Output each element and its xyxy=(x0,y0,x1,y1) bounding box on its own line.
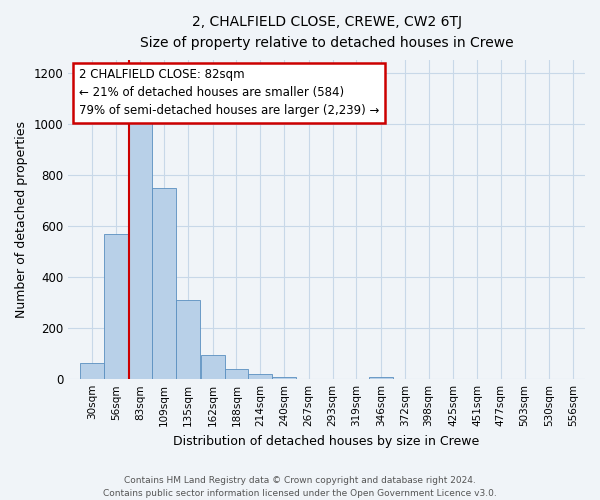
Y-axis label: Number of detached properties: Number of detached properties xyxy=(15,122,28,318)
Bar xyxy=(369,377,393,379)
Bar xyxy=(272,376,296,379)
Bar xyxy=(224,369,248,379)
Bar xyxy=(128,123,152,379)
X-axis label: Distribution of detached houses by size in Crewe: Distribution of detached houses by size … xyxy=(173,434,480,448)
Bar xyxy=(152,188,176,379)
Text: Contains HM Land Registry data © Crown copyright and database right 2024.
Contai: Contains HM Land Registry data © Crown c… xyxy=(103,476,497,498)
Text: 2 CHALFIELD CLOSE: 82sqm
← 21% of detached houses are smaller (584)
79% of semi-: 2 CHALFIELD CLOSE: 82sqm ← 21% of detach… xyxy=(79,68,379,117)
Bar xyxy=(201,355,224,379)
Bar xyxy=(248,374,272,379)
Title: 2, CHALFIELD CLOSE, CREWE, CW2 6TJ
Size of property relative to detached houses : 2, CHALFIELD CLOSE, CREWE, CW2 6TJ Size … xyxy=(140,15,514,50)
Bar xyxy=(80,362,104,379)
Bar xyxy=(176,300,200,379)
Bar xyxy=(104,234,128,379)
